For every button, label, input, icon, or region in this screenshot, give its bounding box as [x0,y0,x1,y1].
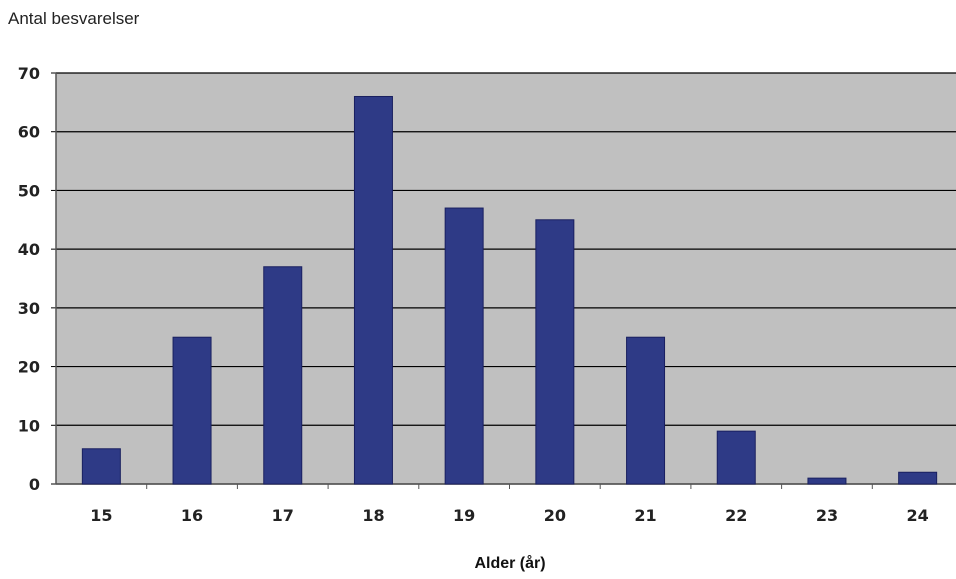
bar-23 [807,477,847,485]
x-tick-label-16: 16 [181,506,203,525]
plot-area: 0 10 20 30 40 50 60 70 15 16 17 18 19 20 21 22 23 24 [18,64,956,525]
x-axis-title: Alder (år) [474,555,546,572]
y-tick-label-70: 70 [18,64,40,83]
bar-24 [898,471,938,485]
x-tick-label-17: 17 [272,506,294,525]
bar-19 [444,207,484,485]
y-tick-label-60: 60 [18,123,40,142]
bar-21 [626,336,666,485]
bar-15 [81,448,121,485]
x-tick-label-20: 20 [544,506,566,525]
y-tick-label-30: 30 [18,299,40,318]
x-tick-label-18: 18 [362,506,384,525]
bar-22 [716,430,756,485]
x-tick-label-23: 23 [816,506,838,525]
bar-18 [353,95,393,485]
y-axis-title: Antal besvarelser [8,9,140,28]
x-tick-label-24: 24 [907,506,929,525]
y-tick-label-20: 20 [18,358,40,377]
y-tick-label-10: 10 [18,416,40,435]
y-tick-label-40: 40 [18,240,40,259]
x-tick-label-19: 19 [453,506,475,525]
y-tick-label-0: 0 [29,475,40,494]
bar-17 [263,266,303,485]
y-tick-label-50: 50 [18,181,40,200]
x-tick-label-15: 15 [90,506,112,525]
x-tick-label-21: 21 [634,506,656,525]
x-tick-label-22: 22 [725,506,747,525]
bar-16 [172,336,212,485]
bar-20 [535,219,575,485]
